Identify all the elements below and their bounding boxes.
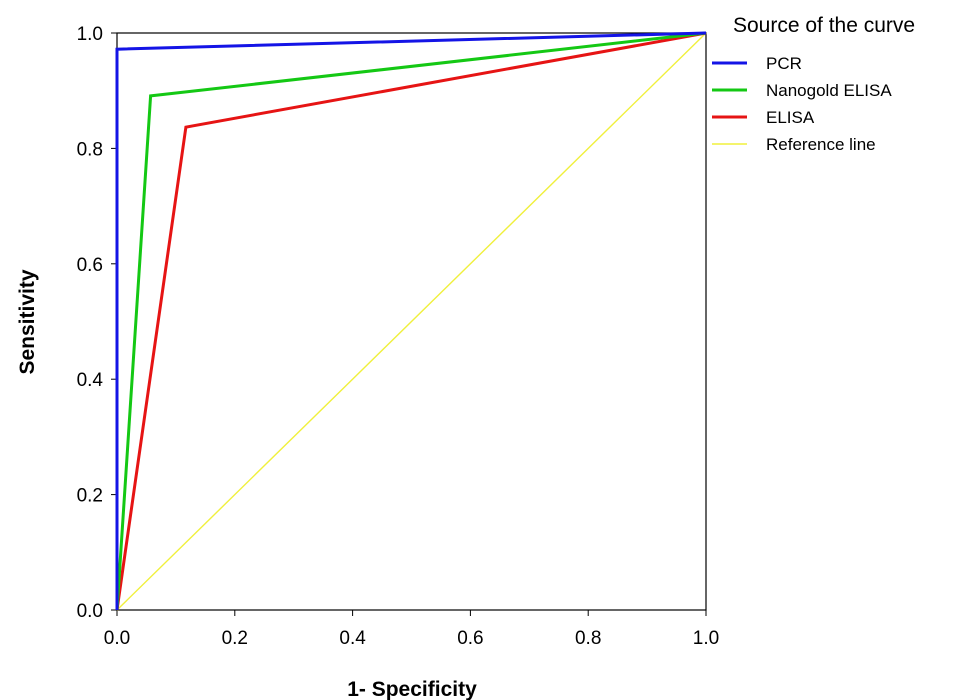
- y-tick-label: 0.0: [77, 601, 103, 622]
- y-axis-title: Sensitivity: [16, 269, 39, 374]
- series-lines: [115, 31, 707, 611]
- series-line-reference-line: [116, 32, 707, 611]
- x-axis: 0.0 0.2 0.4 0.6 0.8 1.0: [104, 610, 719, 649]
- y-tick-label: 1.0: [77, 24, 103, 45]
- series-line-nanogold-elisa: [115, 31, 707, 611]
- legend-label-elisa: ELISA: [766, 108, 815, 127]
- x-tick-label: 1.0: [693, 628, 719, 649]
- x-tick-label: 0.0: [104, 628, 130, 649]
- x-tick-label: 0.2: [222, 628, 248, 649]
- x-tick-label: 0.4: [339, 628, 366, 649]
- y-axis: 0.0 0.2 0.4 0.6 0.8 1.0: [77, 24, 117, 622]
- series-line-pcr: [115, 31, 707, 610]
- legend-title: Source of the curve: [733, 14, 915, 37]
- y-tick-label: 0.6: [77, 255, 103, 276]
- y-tick-label: 0.2: [77, 486, 103, 507]
- x-axis-title: 1- Specificity: [347, 678, 477, 700]
- legend-label-pcr: PCR: [766, 54, 802, 73]
- x-tick-label: 0.8: [575, 628, 601, 649]
- legend-label-reference-line: Reference line: [766, 135, 876, 154]
- y-tick-label: 0.4: [77, 370, 104, 391]
- legend-items: PCR Nanogold ELISA ELISA Reference line: [712, 54, 892, 154]
- y-tick-label: 0.8: [77, 139, 103, 160]
- series-line-elisa: [115, 31, 707, 611]
- legend: Source of the curve PCR Nanogold ELISA ELI…: [712, 14, 915, 154]
- legend-label-nanogold-elisa: Nanogold ELISA: [766, 81, 892, 100]
- x-tick-label: 0.6: [457, 628, 483, 649]
